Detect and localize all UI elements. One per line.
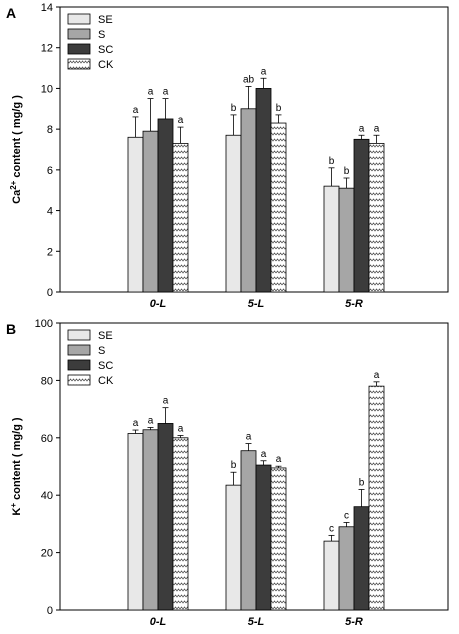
significance-letter: a — [178, 115, 184, 126]
legend-swatch-sc — [67, 359, 91, 371]
significance-letter: a — [374, 123, 380, 134]
bar-sc-0-l — [157, 423, 174, 611]
x-category-label: 5-R — [345, 298, 363, 310]
significance-letter: a — [246, 432, 252, 443]
legend-label: SC — [98, 360, 113, 372]
y-tick-label: 20 — [41, 548, 53, 560]
x-category-label: 5-L — [248, 616, 265, 628]
significance-letter: a — [261, 66, 267, 77]
y-tick-label: 10 — [41, 83, 53, 95]
significance-letter: b — [359, 477, 365, 488]
bar-sc-0-l — [157, 118, 174, 293]
y-tick-label: 100 — [35, 318, 53, 330]
significance-letter: ab — [243, 74, 255, 85]
bar-ck-5-r — [368, 142, 385, 293]
y-tick-label: 80 — [41, 375, 53, 387]
bar-se-5-l — [225, 134, 242, 293]
x-category-label: 5-R — [345, 616, 363, 628]
bar-sc-5-l — [255, 88, 272, 293]
significance-letter: a — [163, 396, 169, 407]
significance-letter: c — [329, 523, 334, 534]
legend-swatch-se — [67, 13, 91, 25]
legend-label: SC — [98, 44, 113, 56]
bar-ck-5-l — [270, 467, 287, 611]
significance-letter: a — [133, 105, 139, 116]
y-tick-label: 60 — [41, 433, 53, 445]
legend-swatch-s — [67, 344, 91, 356]
bar-se-0-l — [127, 136, 144, 293]
y-tick-label: 2 — [47, 246, 53, 258]
significance-letter: a — [261, 449, 267, 460]
legend-label: S — [98, 345, 105, 357]
legend-swatch-se — [67, 329, 91, 341]
bar-se-5-r — [323, 540, 340, 611]
panel-label: A — [6, 5, 16, 21]
bar-s-5-r — [338, 187, 355, 293]
bar-s-0-l — [142, 130, 159, 293]
legend-swatch-ck — [67, 374, 91, 386]
bar-ck-5-r — [368, 385, 385, 611]
bar-ck-0-l — [172, 437, 189, 611]
bar-sc-5-l — [255, 464, 272, 611]
legend-label: CK — [98, 375, 114, 387]
legend-swatch-ck — [67, 58, 91, 70]
x-category-label: 0-L — [150, 298, 167, 310]
panel-b-potassium-chart: B 0 20 40 60 80 100 K+ content ( mg/g ) 0-L 5-L 5-… — [6, 318, 449, 628]
significance-letter: b — [276, 103, 282, 114]
bar-ck-5-l — [270, 122, 287, 293]
y-axis-label: Ca2+ content ( mg/g ) — [9, 95, 23, 204]
significance-letter: b — [231, 103, 237, 114]
legend-label: SE — [98, 14, 113, 26]
y-axis-label: K+ content ( mg/g ) — [9, 417, 23, 516]
y-tick-label: 0 — [47, 287, 53, 299]
bar-s-5-l — [240, 450, 257, 611]
panel-a-calcium-chart: A 0 2 4 6 8 10 12 14 Ca2+ content ( mg/g ) 0-L 5-L 5… — [6, 2, 449, 310]
legend-label: S — [98, 29, 105, 41]
y-tick-label: 0 — [47, 605, 53, 617]
bar-sc-5-r — [353, 506, 370, 611]
bar-ck-0-l — [172, 142, 189, 293]
legend-label: CK — [98, 59, 114, 71]
bar-se-5-l — [225, 484, 242, 611]
bar-s-5-l — [240, 108, 257, 293]
y-tick-label: 14 — [41, 2, 53, 14]
significance-letter: b — [344, 166, 350, 177]
significance-letter: a — [133, 418, 139, 429]
bar-sc-5-r — [353, 138, 370, 293]
significance-letter: a — [276, 454, 282, 465]
x-category-label: 5-L — [248, 298, 265, 310]
y-tick-label: 6 — [47, 165, 53, 177]
bar-s-0-l — [142, 429, 159, 611]
significance-letter: b — [231, 460, 237, 471]
y-tick-label: 4 — [47, 206, 53, 218]
significance-letter: a — [148, 87, 154, 98]
y-tick-label: 12 — [41, 43, 53, 55]
significance-letter: a — [163, 87, 169, 98]
y-tick-label: 40 — [41, 490, 53, 502]
significance-letter: b — [329, 156, 335, 167]
bar-se-0-l — [127, 433, 144, 611]
significance-letter: a — [374, 370, 380, 381]
significance-letter: a — [178, 424, 184, 435]
significance-letter: a — [148, 415, 154, 426]
significance-letter: a — [359, 123, 365, 134]
legend-swatch-s — [67, 28, 91, 40]
bar-se-5-r — [323, 185, 340, 293]
legend-label: SE — [98, 330, 113, 342]
y-tick-label: 8 — [47, 124, 53, 136]
x-category-label: 0-L — [150, 616, 167, 628]
bar-s-5-r — [338, 526, 355, 611]
panel-label: B — [6, 321, 16, 337]
significance-letter: c — [344, 510, 349, 521]
legend-swatch-sc — [67, 43, 91, 55]
